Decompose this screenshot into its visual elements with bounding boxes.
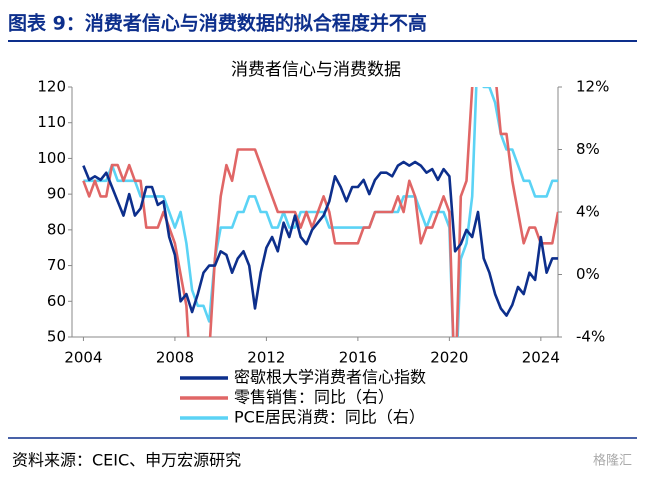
y-tick-label: 110 xyxy=(37,113,66,131)
y-tick-label: 90 xyxy=(47,185,66,203)
source: 资料来源：CEIC、申万宏源研究 xyxy=(12,451,241,470)
x-tick-label: 2016 xyxy=(339,349,377,367)
y2-tick-label: 8% xyxy=(576,140,600,158)
y2-tick-label: 12% xyxy=(576,78,609,96)
x-tick-label: 2020 xyxy=(430,349,468,367)
x-tick-label: 2012 xyxy=(247,349,285,367)
series-line xyxy=(82,87,558,337)
legend-label: PCE居民消费：同比（右） xyxy=(234,408,425,427)
y-tick-label: 80 xyxy=(47,220,66,238)
plot xyxy=(82,87,558,337)
page-title: 图表 9：消费者信心与消费数据的拟合程度并不高 xyxy=(8,12,427,35)
chart-title: 消费者信心与消费数据 xyxy=(231,60,401,80)
y-tick-label: 50 xyxy=(47,328,66,346)
legend-label: 零售销售：同比（右） xyxy=(234,388,394,407)
y-tick-label: 70 xyxy=(47,256,66,274)
series-line xyxy=(82,160,558,317)
y2-tick-label: 4% xyxy=(576,203,600,221)
y2-tick-label: 0% xyxy=(576,265,600,283)
x-tick-label: 2024 xyxy=(522,349,560,367)
y-tick-label: 60 xyxy=(47,292,66,310)
y-tick-label: 120 xyxy=(37,78,66,96)
y-tick-label: 100 xyxy=(37,149,66,167)
series-line xyxy=(83,87,558,337)
y2-tick-label: -4% xyxy=(576,328,605,346)
x-tick-label: 2008 xyxy=(156,349,194,367)
x-tick-label: 2004 xyxy=(64,349,102,367)
legend-label: 密歇根大学消费者信心指数 xyxy=(234,368,426,387)
watermark: 格隆汇 xyxy=(593,453,632,469)
